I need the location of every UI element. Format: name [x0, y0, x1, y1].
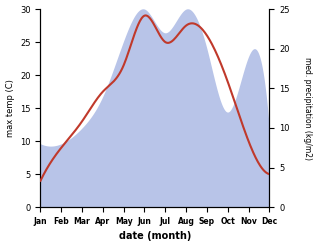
X-axis label: date (month): date (month) [119, 231, 191, 242]
Y-axis label: max temp (C): max temp (C) [5, 79, 15, 137]
Y-axis label: med. precipitation (kg/m2): med. precipitation (kg/m2) [303, 57, 313, 160]
